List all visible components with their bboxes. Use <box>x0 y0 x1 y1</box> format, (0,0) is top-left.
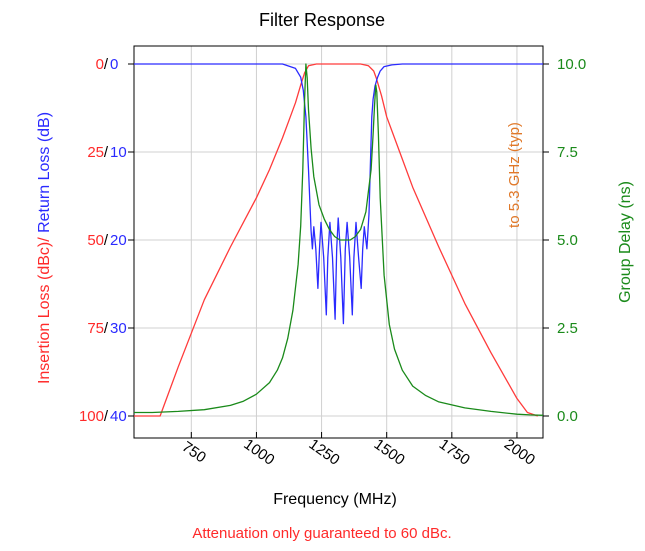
left-tick-label-return: 40 <box>110 408 127 425</box>
left-tick-label-return: 30 <box>110 320 127 337</box>
x-tick-label: 1500 <box>371 436 408 469</box>
right-axis-label: Group Delay (ns) <box>617 181 634 303</box>
series-line-insertion <box>134 63 539 417</box>
left-axis-label: Insertion Loss (dBc)/ Return Loss (dB) <box>36 112 53 384</box>
left-tick-slash: / <box>104 144 109 161</box>
footnote: Attenuation only guaranteed to 60 dBc. <box>192 525 451 542</box>
left-axis-label-part: Return Loss (dB) <box>36 112 53 233</box>
right-tick-label: 0.0 <box>557 408 578 425</box>
left-tick-label-insertion: 25 <box>87 144 104 161</box>
left-tick-label-return: 0 <box>110 56 118 73</box>
left-tick-slash: / <box>104 232 109 249</box>
left-tick-label-insertion: 100 <box>79 408 104 425</box>
frequency-annotation: to 5.3 GHz (typ) <box>506 122 523 228</box>
series-line-delay <box>134 63 544 416</box>
x-tick-label: 1000 <box>240 436 277 469</box>
series-line-return <box>134 63 543 325</box>
series-group <box>134 63 544 417</box>
left-tick-label-return: 20 <box>110 232 127 249</box>
left-tick-label-return: 10 <box>110 144 127 161</box>
left-tick-label-insertion: 0 <box>96 56 104 73</box>
right-axis: 10.0 7.5 5.0 2.5 0.0 <box>543 56 586 425</box>
left-tick-label-insertion: 75 <box>87 320 104 337</box>
right-tick-label: 2.5 <box>557 320 578 337</box>
plot-frame <box>133 45 544 439</box>
x-tick-label: 1250 <box>306 436 343 469</box>
x-tick-label: 750 <box>179 438 209 466</box>
left-axis-label-part: / <box>36 233 53 242</box>
chart-title: Filter Response <box>259 10 385 30</box>
grid-lines <box>134 46 543 438</box>
left-tick-slash: / <box>104 320 109 337</box>
left-tick-slash: / <box>104 56 109 73</box>
right-tick-label: 5.0 <box>557 232 578 249</box>
x-tick-label: 1750 <box>436 436 473 469</box>
x-tick-label: 2000 <box>501 436 538 469</box>
left-tick-slash: / <box>104 408 109 425</box>
left-tick-label-insertion: 50 <box>87 232 104 249</box>
right-tick-label: 7.5 <box>557 144 578 161</box>
x-axis-label: Frequency (MHz) <box>273 491 397 508</box>
left-axis-label-part: Insertion Loss (dBc) <box>36 242 53 384</box>
right-tick-label: 10.0 <box>557 56 586 73</box>
